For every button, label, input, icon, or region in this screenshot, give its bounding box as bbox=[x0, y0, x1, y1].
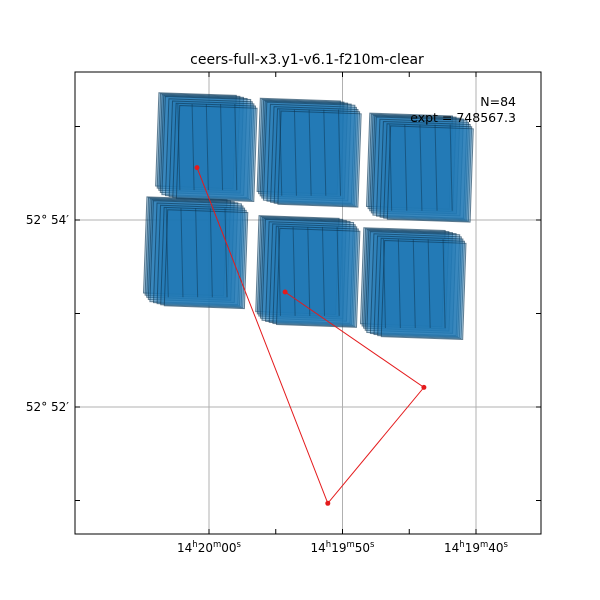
footprint-upper-right-2 bbox=[369, 114, 461, 215]
detector-stripe-lower-left-1 bbox=[165, 208, 169, 298]
footprint-lower-left-6 bbox=[156, 204, 246, 308]
footprint-lower-center-8 bbox=[275, 227, 361, 328]
exposure-footprints bbox=[142, 92, 474, 341]
footprint-lower-left-4 bbox=[149, 200, 242, 306]
footprint-group-upper-right bbox=[365, 112, 474, 223]
detector-stripe-upper-right-2 bbox=[404, 124, 408, 211]
footprint-group-lower-left bbox=[142, 196, 249, 310]
footprint-group-lower-center bbox=[255, 215, 361, 328]
footprint-lower-left-0 bbox=[142, 196, 228, 297]
footprint-lower-right-3 bbox=[364, 230, 457, 334]
footprint-lower-right-8 bbox=[380, 239, 467, 341]
detector-stripe-lower-left-2 bbox=[180, 208, 184, 298]
detector-stripe-lower-right-3 bbox=[412, 239, 416, 329]
detector-stripe-upper-center-3 bbox=[308, 109, 312, 196]
footprint-lower-left-8 bbox=[163, 209, 249, 310]
footprint-upper-center-3 bbox=[261, 100, 352, 202]
footprint-upper-center-5 bbox=[266, 103, 357, 205]
footprint-upper-right-6 bbox=[379, 120, 471, 221]
expt-annotation: expt = 748567.3 bbox=[410, 110, 516, 125]
dither-path-line bbox=[196, 167, 425, 505]
detector-stripe-upper-right-3 bbox=[419, 124, 423, 211]
detector-stripe-lower-center-2 bbox=[292, 226, 296, 316]
footprint-lower-center-3 bbox=[259, 217, 351, 322]
footprint-lower-center-4 bbox=[261, 218, 355, 324]
footprint-upper-center-4 bbox=[262, 101, 356, 204]
footprint-upper-center-6 bbox=[270, 106, 359, 206]
detector-stripe-upper-right-4 bbox=[434, 124, 438, 211]
footprint-upper-center-7 bbox=[273, 108, 361, 207]
footprint-upper-left-3 bbox=[159, 95, 248, 196]
footprint-lower-right-5 bbox=[369, 233, 462, 338]
chart-title: ceers-full-x3.y1-v6.1-f210m-clear bbox=[190, 52, 424, 68]
detector-stripe-lower-left-4 bbox=[209, 208, 213, 298]
detector-stripe-lower-center-1 bbox=[277, 226, 281, 316]
detector-stripe-upper-right-1 bbox=[389, 124, 393, 211]
footprint-lower-right-2 bbox=[363, 229, 454, 332]
footprint-lower-left-3 bbox=[147, 199, 239, 304]
detector-stripe-upper-left-3 bbox=[205, 103, 209, 191]
footprint-group-lower-right bbox=[359, 227, 467, 341]
footprint-lower-right-7 bbox=[377, 237, 466, 340]
detector-stripe-lower-center-3 bbox=[307, 226, 311, 316]
y-tick-labels: 52° 54′ 52° 52′ bbox=[26, 213, 69, 414]
x-tick-labels: 14h20m00s 14h19m50s 14h19m40s bbox=[177, 540, 509, 555]
footprint-group-upper-center bbox=[256, 97, 362, 208]
detector-stripe-upper-center-5 bbox=[337, 109, 341, 196]
footprint-lower-right-4 bbox=[366, 231, 461, 337]
plot-frame bbox=[74, 71, 542, 535]
x-tick-label-2: 14h19m40s bbox=[444, 540, 509, 555]
detector-stripe-lower-right-1 bbox=[382, 239, 386, 329]
footprint-group-upper-left bbox=[155, 92, 258, 203]
detector-stripe-lower-left-5 bbox=[224, 208, 228, 298]
dither-path bbox=[194, 165, 427, 506]
detector-stripe-lower-right-5 bbox=[442, 239, 446, 329]
footprint-lower-center-0 bbox=[255, 215, 340, 316]
detector-stripe-lower-center-4 bbox=[321, 226, 325, 316]
detector-stripe-lower-center-5 bbox=[336, 226, 340, 316]
footprint-upper-right-0 bbox=[365, 112, 454, 210]
detector-stripe-upper-center-4 bbox=[323, 109, 327, 196]
footprint-lower-center-5 bbox=[265, 221, 356, 325]
footprint-upper-right-4 bbox=[372, 116, 468, 219]
detector-stripe-upper-left-5 bbox=[234, 103, 238, 191]
detector-stripe-upper-left-2 bbox=[191, 103, 195, 191]
detector-stripe-upper-center-2 bbox=[293, 109, 297, 196]
footprint-lower-left-7 bbox=[160, 206, 247, 309]
plot-area bbox=[74, 71, 542, 535]
dither-point-2 bbox=[325, 500, 331, 506]
footprint-upper-center-8 bbox=[277, 110, 362, 208]
footprint-upper-center-0 bbox=[256, 97, 341, 195]
x-tick-label-1: 14h19m50s bbox=[311, 540, 376, 555]
detector-stripe-upper-right-5 bbox=[449, 124, 453, 211]
y-tick-label-1: 52° 52′ bbox=[26, 400, 69, 414]
dither-point-0 bbox=[282, 289, 288, 295]
x-tick-label-0: 14h20m00s bbox=[177, 540, 242, 555]
footprint-upper-left-5 bbox=[164, 98, 253, 200]
detector-stripe-upper-left-1 bbox=[177, 103, 181, 191]
footprint-upper-right-3 bbox=[370, 115, 464, 217]
dither-point-3 bbox=[194, 165, 200, 171]
y-tick-label-0: 52° 54′ bbox=[26, 213, 69, 227]
dither-point-1 bbox=[421, 384, 427, 390]
footprint-lower-center-6 bbox=[268, 223, 358, 326]
footprint-lower-center-7 bbox=[272, 225, 359, 327]
count-annotation: N=84 bbox=[480, 94, 516, 109]
detector-stripe-upper-left-4 bbox=[220, 103, 224, 191]
footprint-upper-left-8 bbox=[175, 104, 258, 203]
footprint-upper-right-5 bbox=[375, 118, 470, 220]
detector-stripe-lower-left-3 bbox=[195, 208, 199, 298]
detector-stripe-lower-right-4 bbox=[427, 239, 431, 329]
footprint-lower-right-6 bbox=[373, 235, 464, 339]
axis-ticks bbox=[75, 72, 541, 534]
footprint-upper-left-4 bbox=[161, 95, 252, 199]
footprint-upper-right-8 bbox=[386, 125, 474, 223]
detector-stripe-lower-right-2 bbox=[397, 239, 401, 329]
footprint-lower-right-0 bbox=[359, 227, 446, 328]
detector-stripe-upper-center-1 bbox=[279, 109, 283, 196]
footprint-upper-left-6 bbox=[168, 100, 255, 201]
